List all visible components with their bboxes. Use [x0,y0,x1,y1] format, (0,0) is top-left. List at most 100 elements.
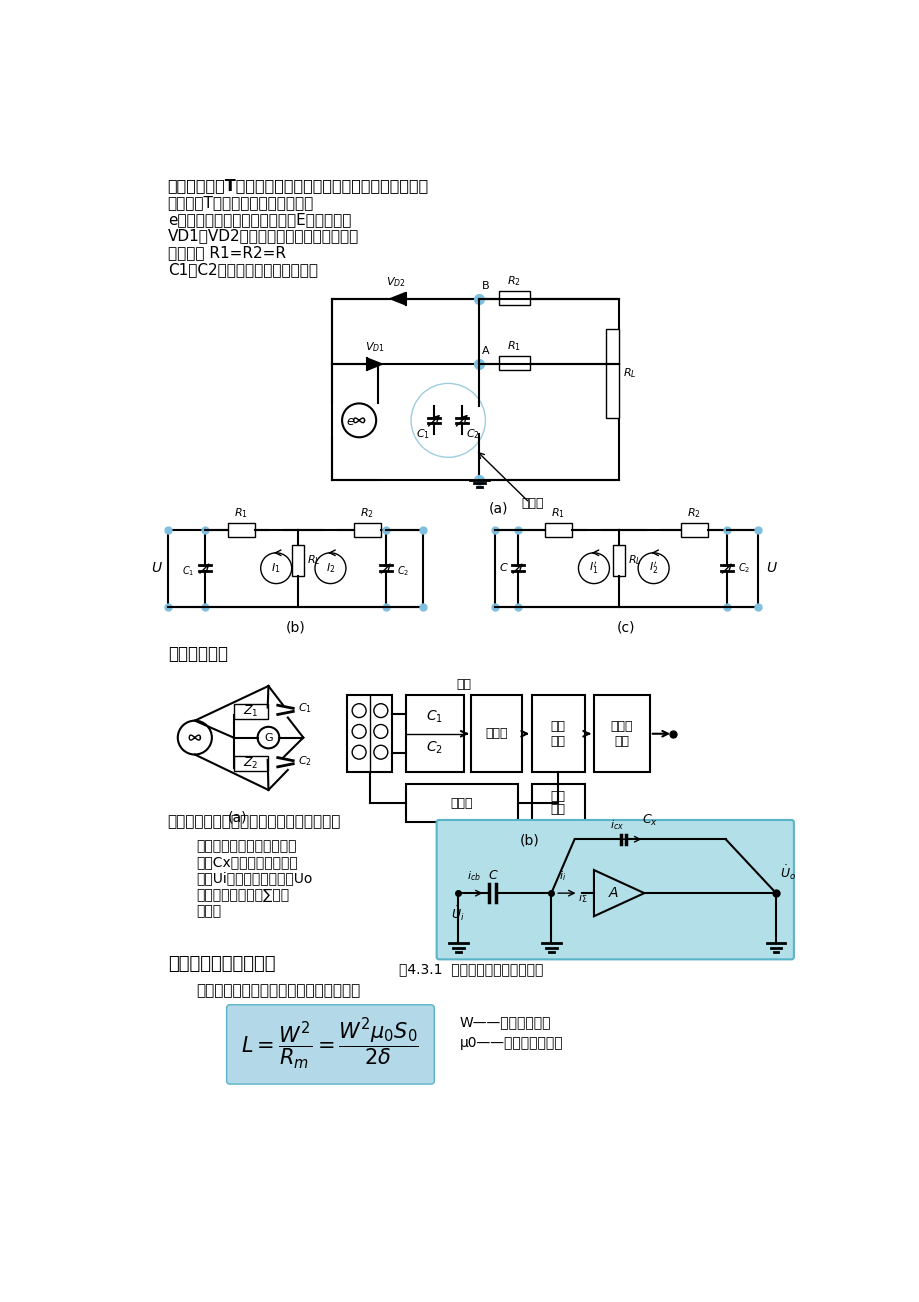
Bar [233,703,267,719]
Text: 运算放大器的电路原理图。: 运算放大器的电路原理图。 [196,840,297,853]
Text: $i_i$: $i_i$ [559,870,566,883]
Text: (a): (a) [488,501,508,516]
Text: $I_2$: $I_2$ [325,561,335,575]
Text: $R_L$: $R_L$ [307,553,321,568]
Text: $R_1$: $R_1$ [506,340,520,353]
Text: (c): (c) [617,621,635,634]
Text: 电桥测量电路: 电桥测量电路 [167,646,228,663]
Text: 二极管双T形交流电桥电路原理图。: 二极管双T形交流电桥电路原理图。 [167,195,313,210]
Text: 地点。: 地点。 [196,904,221,918]
Text: 运算放大器式电路（完全解决非线性误差）: 运算放大器式电路（完全解决非线性误差） [167,815,341,829]
Text: $V_{D2}$: $V_{D2}$ [386,276,406,289]
Text: 是输出信号电压；∑是虚: 是输出信号电压；∑是虚 [196,888,289,902]
Text: 参考: 参考 [550,790,565,803]
Text: $\dot{U}_o$: $\dot{U}_o$ [779,863,795,881]
Text: C: C [499,564,506,573]
Bar [545,523,572,536]
Polygon shape [390,293,405,305]
Circle shape [342,404,376,437]
Text: $C_1$: $C_1$ [425,708,442,725]
Text: $C_2$: $C_2$ [298,754,312,768]
Text: 振荡器: 振荡器 [449,797,472,810]
Text: $C_2$: $C_2$ [397,564,409,578]
Text: $C_2$: $C_2$ [425,740,442,755]
Text: $I_2'$: $I_2'$ [648,560,658,577]
Text: VD1、VD2为特性完全相同的两只二极管: VD1、VD2为特性完全相同的两只二极管 [167,229,358,243]
Text: 变气隙式自感传感器的电感值的表达式：: 变气隙式自感传感器的电感值的表达式： [196,983,360,999]
Text: $R_L$: $R_L$ [628,553,641,568]
Text: 电压: 电压 [550,803,565,815]
Text: e: e [346,415,353,428]
Text: $I_1'$: $I_1'$ [588,560,598,577]
Bar [498,290,529,305]
FancyBboxPatch shape [226,1005,434,1085]
Text: 固定电阻 R1=R2=R: 固定电阻 R1=R2=R [167,246,286,260]
Text: (a): (a) [228,811,247,824]
Text: U: U [152,561,162,575]
Bar [347,695,392,772]
Text: $V_{D1}$: $V_{D1}$ [364,340,384,354]
Text: $R_1$: $R_1$ [550,506,564,521]
Text: $R_2$: $R_2$ [506,275,520,288]
Text: $Z_2$: $Z_2$ [243,756,258,771]
Bar [606,329,618,418]
Bar [498,357,529,370]
Bar [494,530,757,607]
Text: μ0——空气的磁导率；: μ0——空气的磁导率； [460,1036,563,1051]
Text: C1、C2为传感器的两个差动电容: C1、C2为传感器的两个差动电容 [167,263,317,277]
Text: $R_2$: $R_2$ [359,506,373,521]
Text: C: C [487,870,496,883]
Text: $C_x$: $C_x$ [641,814,657,828]
Bar [405,784,517,823]
Text: 图4.3.1  运算放大器式电路原理图: 图4.3.1 运算放大器式电路原理图 [399,962,543,976]
Circle shape [177,720,211,755]
Text: U: U [766,561,776,575]
Bar [471,695,521,772]
Text: $C_1$: $C_1$ [181,564,194,578]
Text: $R_L$: $R_L$ [622,366,636,380]
Text: $i_\Sigma$: $i_\Sigma$ [577,891,586,905]
Text: 图中Cx为电容式传感器电: 图中Cx为电容式传感器电 [196,855,298,870]
Text: A: A [607,887,618,900]
Polygon shape [367,358,382,370]
Text: $I_1$: $I_1$ [271,561,280,575]
Bar [332,298,618,479]
Text: B: B [481,281,489,290]
Text: G: G [264,733,272,742]
FancyBboxPatch shape [437,820,793,960]
Text: 电桥: 电桥 [456,677,471,690]
Text: $\dot{U}_i$: $\dot{U}_i$ [451,905,465,923]
Bar [680,523,707,536]
Text: $R_2$: $R_2$ [686,506,700,521]
Text: 放大器: 放大器 [484,728,507,741]
Text: $C_2$: $C_2$ [466,427,480,441]
Text: $Z_1$: $Z_1$ [243,704,258,719]
Bar [228,523,255,536]
Text: (b): (b) [286,621,305,634]
Text: $C_1$: $C_1$ [416,427,430,441]
Text: $R_1$: $R_1$ [234,506,248,521]
Bar [612,546,624,575]
Text: 传感器: 传感器 [521,496,544,509]
Text: (b): (b) [519,833,539,848]
Bar [233,756,267,772]
Circle shape [257,727,279,749]
Text: 滤波器: 滤波器 [610,720,632,733]
Text: 测量电路：双T形电路、电桥电路、运算放大器的工作原理；: 测量电路：双T形电路、电桥电路、运算放大器的工作原理； [167,178,428,193]
Text: W——线圈的匝数；: W——线圈的匝数； [460,1016,550,1030]
Bar [291,546,304,575]
Text: $i_{cx}$: $i_{cx}$ [609,819,623,832]
Bar [531,695,584,772]
Text: $C_2$: $C_2$ [737,561,750,575]
Bar [405,695,463,772]
Text: 检波: 检波 [550,734,565,747]
Text: e是高频电源，它提供了幅值为E的对称方波: e是高频电源，它提供了幅值为E的对称方波 [167,212,351,227]
Text: 相敏: 相敏 [550,720,565,733]
Text: 容；Ui是交流电源电压；Uo: 容；Ui是交流电源电压；Uo [196,871,312,885]
Bar [167,530,423,607]
Bar [531,784,584,823]
Text: 第五章：电感式传感器: 第五章：电感式传感器 [167,956,275,974]
Bar [594,695,649,772]
Bar [353,523,380,536]
Text: 输出: 输出 [614,734,629,747]
